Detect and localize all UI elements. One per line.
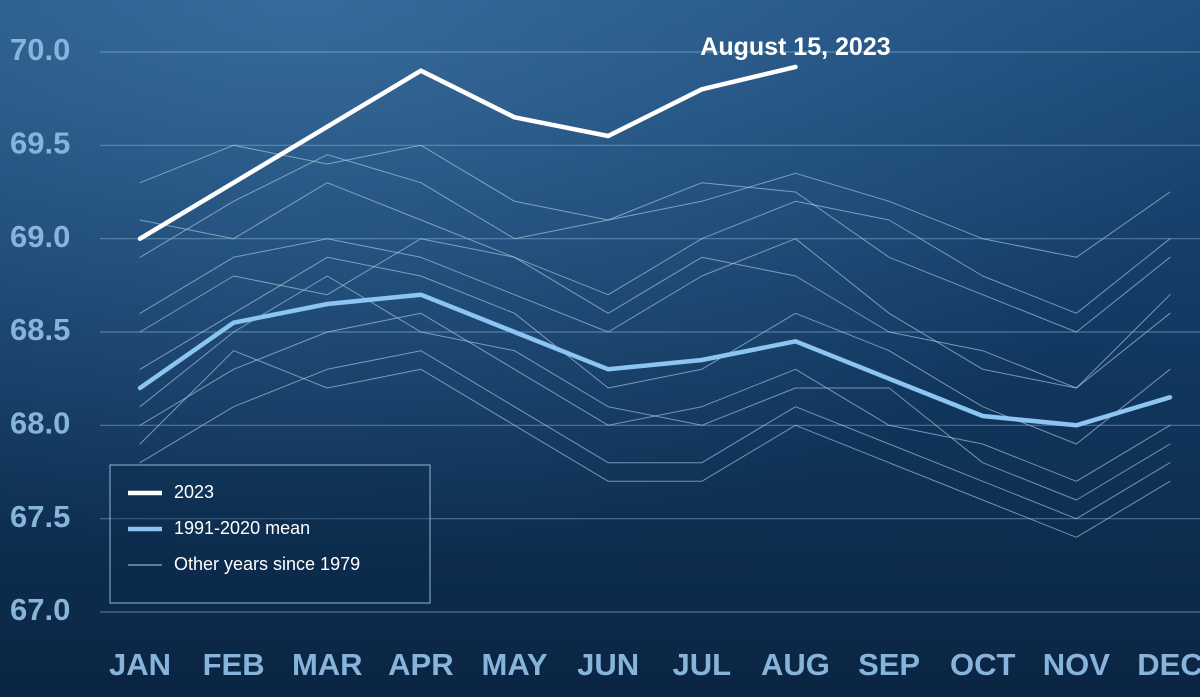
y-tick-label: 69.5 <box>10 126 70 161</box>
other-year-line <box>139 154 1171 333</box>
lines <box>137 64 1173 538</box>
legend: 2023 1991-2020 mean Other years since 1979 <box>109 464 431 604</box>
other-year-line <box>139 238 1171 389</box>
legend-box <box>109 464 431 604</box>
other-year-line <box>139 275 1171 501</box>
mean-line <box>137 292 1173 428</box>
labels: 67.0 67.5 68.0 68.5 69.0 69.5 70.0 JAN FEB MAR APR… <box>10 32 1200 682</box>
x-tick-label: OCT <box>950 647 1016 682</box>
legend-label: Other years since 1979 <box>174 554 360 574</box>
x-tick-label: AUG <box>761 647 830 682</box>
x-tick-label: NOV <box>1043 647 1111 682</box>
grid <box>100 51 1200 613</box>
other-year-line <box>139 350 1171 520</box>
other-year-line <box>139 144 1171 258</box>
legend-label: 2023 <box>174 482 214 502</box>
x-tick-label: APR <box>388 647 453 682</box>
x-tick-label: DEC <box>1137 647 1200 682</box>
other-year-line <box>139 238 1171 389</box>
x-tick-label: MAR <box>292 647 363 682</box>
x-tick-label: JUN <box>577 647 639 682</box>
x-tick-label: SEP <box>858 647 920 682</box>
other-year-line <box>139 350 1171 538</box>
x-tick-label: JAN <box>109 647 171 682</box>
y-tick-label: 67.5 <box>10 499 70 534</box>
y-tick-label: 68.0 <box>10 406 70 441</box>
x-tick-label: FEB <box>203 647 265 682</box>
x-tick-label: JUL <box>673 647 732 682</box>
current-year-line <box>137 64 798 241</box>
other-year-line <box>139 256 1171 445</box>
y-tick-label: 69.0 <box>10 219 70 254</box>
y-tick-label: 68.5 <box>10 312 70 347</box>
x-tick-label: MAY <box>482 647 548 682</box>
y-tick-label: 67.0 <box>10 592 70 627</box>
legend-label: 1991-2020 mean <box>174 518 310 538</box>
annotation: August 15, 2023 <box>700 33 890 61</box>
other-year-line <box>139 182 1171 314</box>
y-tick-label: 70.0 <box>10 32 70 67</box>
